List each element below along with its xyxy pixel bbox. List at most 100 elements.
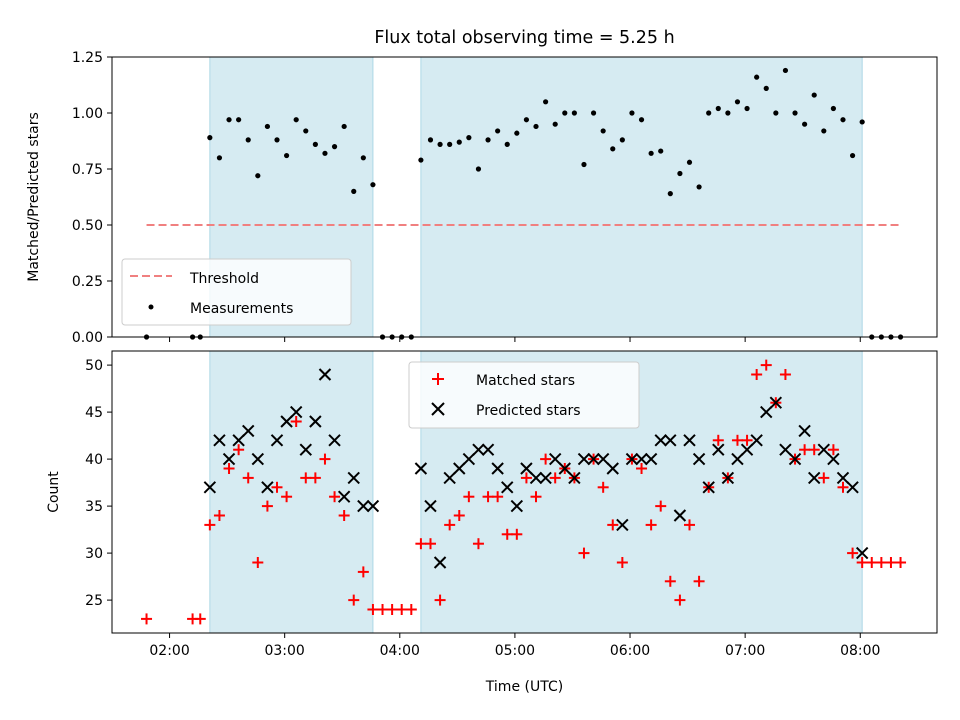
matched-star-point [463,491,475,503]
predicted-star-point [366,499,380,513]
top-x-ticks [169,337,861,342]
measurement-point [475,166,482,172]
predicted-star-point [453,462,466,475]
matched-star-point [760,359,772,371]
matched-star-point [482,491,494,503]
matched-star-point [424,538,436,550]
matched-star-point [751,369,763,380]
predicted-star-point [213,434,226,447]
matched-star-point [779,369,791,380]
predicted-star-point [251,452,265,466]
predicted-star-point [539,471,552,485]
measurement-point [629,110,635,116]
bottom-panel: 25 30 35 40 45 50 02:00 03:00 04:00 05:00 06:00 07… [46,350,938,695]
matched-star-point [415,538,427,550]
measurement-point [686,159,693,165]
measurement-point [802,121,808,127]
measurement-point [485,137,491,143]
predicted-star-point [347,471,360,485]
predicted-star-point [424,499,437,513]
measurement-point [447,141,453,147]
measurement-point [696,184,702,190]
matched-star-point [530,491,542,503]
predicted-star-point [203,481,217,494]
measurement-point [600,128,606,134]
matched-star-point [501,528,513,540]
predicted-star-point [760,405,773,419]
x-tick-label: 04:00 [380,643,420,659]
matched-star-point [271,481,283,493]
predicted-star-point [510,499,524,513]
measurement-point [581,161,587,168]
matched-star-point [242,472,254,484]
measurement-point [312,141,318,147]
matched-star-point [511,528,523,540]
matched-star-point [808,444,820,456]
measurement-point [706,110,712,116]
matched-star-point [290,416,302,427]
predicted-star-point [328,434,341,447]
measurement-point [754,74,760,80]
matched-star-point [386,604,398,615]
predicted-star-point [261,481,274,494]
measurement-point [466,135,472,141]
measurement-point [360,155,366,161]
matched-star-point [348,594,360,606]
matched-star-point [367,604,379,615]
matched-star-point [664,575,676,587]
matched-star-point [357,566,369,578]
bottom-y-ticks: 25 30 35 40 45 50 [85,358,112,609]
top-y-tick-label: 0.75 [72,162,103,178]
matched-star-point [837,481,849,493]
matched-star-point [141,613,153,625]
x-tick-label: 07:00 [725,643,765,659]
matched-star-point [645,519,657,531]
predicted-star-point [644,452,658,466]
measurement-point [792,110,798,116]
measurement-point [571,110,577,116]
predicted-star-point [855,546,869,560]
predicted-star-point [491,462,504,475]
measurement-point [216,155,223,161]
measurement-point [456,139,462,145]
measurement-point [763,85,769,91]
bottom-y-tick-label: 50 [85,358,103,374]
matched-star-point [597,481,609,493]
predicted-star-point [501,481,514,494]
predicted-star-point [702,481,715,494]
predicted-star-point [337,490,351,503]
matched-star-point [252,557,264,568]
measurement-point [821,128,827,134]
matched-star-point [684,519,695,531]
predicted-star-point [558,462,571,475]
measurement-point [418,157,424,163]
predicted-star-point [414,462,428,475]
bottom-legend: Matched stars Predicted stars [408,361,640,429]
matched-star-point [847,547,859,559]
predicted-star-point [433,556,447,569]
bottom-x-ticks: 02:00 03:00 04:00 05:00 06:00 07:00 08:00 [149,633,880,659]
measurement-point [322,150,328,156]
top-y-tick-label: 0.00 [72,330,103,346]
matched-star-point [616,557,628,568]
matched-star-point [472,538,484,550]
measurement-point [849,152,856,159]
predicted-star-point [692,452,706,466]
predicted-star-point [318,368,332,381]
measurement-point [590,110,597,116]
predicted-star-point [520,462,533,475]
predicted-star-point [654,434,667,447]
measurement-point [638,117,645,123]
measurement-point [303,128,309,134]
predicted-star-point [808,471,821,485]
measurement-point [840,117,846,123]
measurement-point [495,128,501,134]
measurement-point [859,119,865,125]
matched-star-point [453,510,465,521]
matched-star-point [492,491,504,503]
top-y-ticks: 0.00 0.25 0.50 0.75 1.00 1.25 [72,50,112,346]
predicted-star-point [616,518,629,532]
predicted-star-point [529,471,543,485]
predicted-star-point [836,471,850,485]
measurement-point [370,182,376,188]
